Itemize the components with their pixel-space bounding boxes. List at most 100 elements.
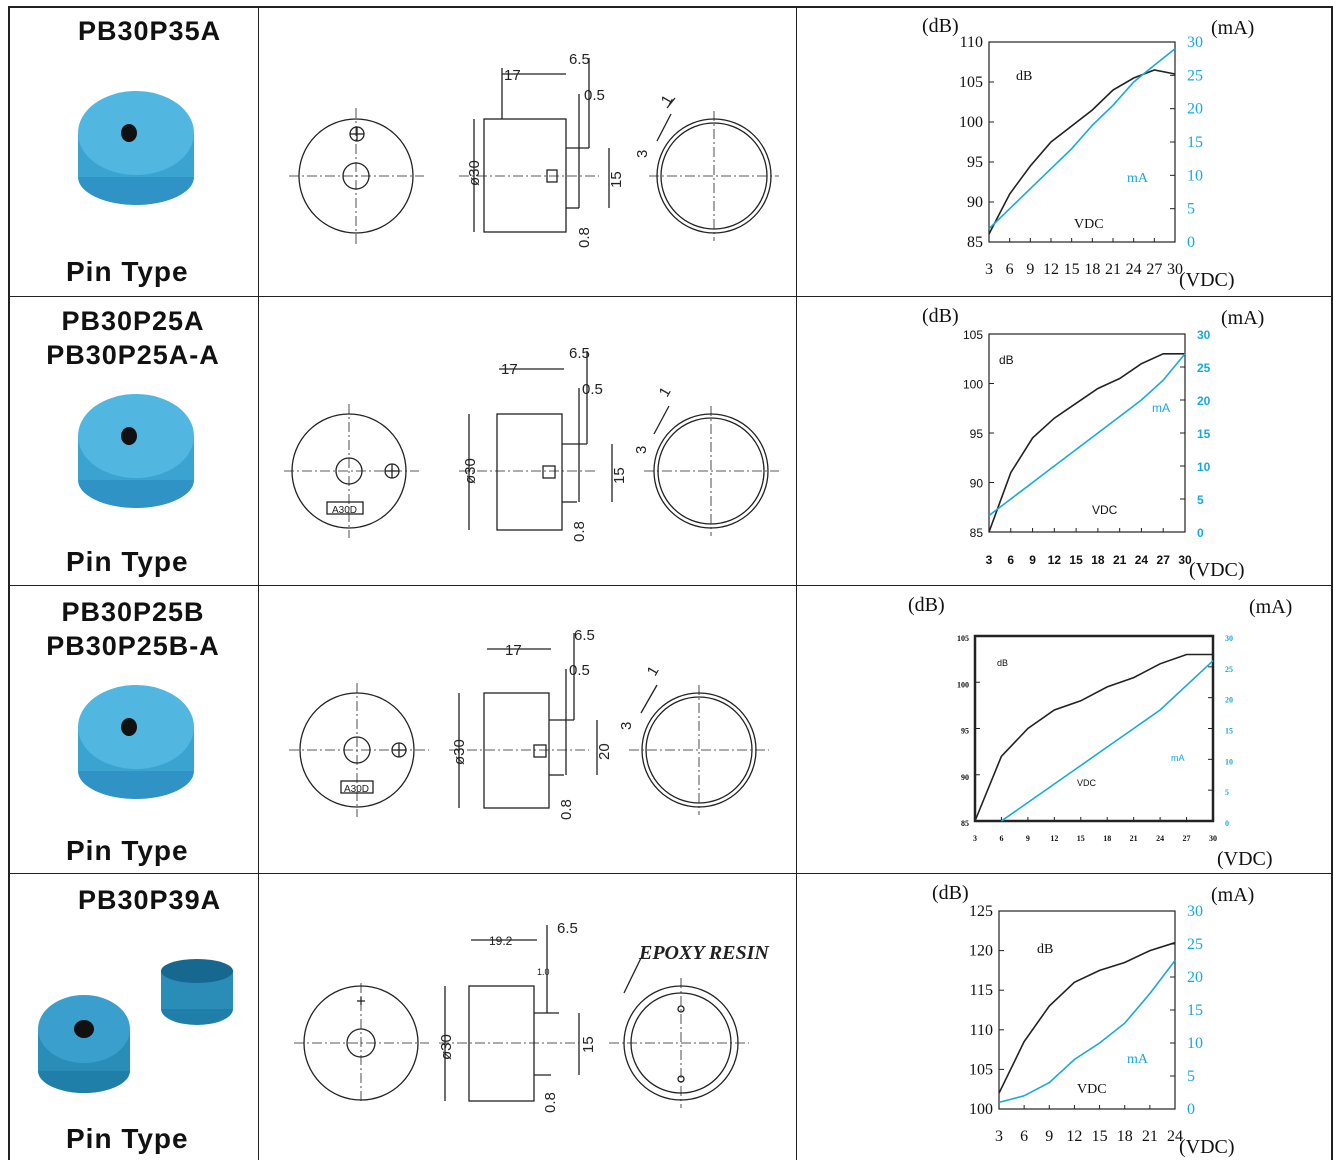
table-border-right xyxy=(1331,6,1333,1160)
series-line-db xyxy=(988,352,1185,533)
series-line-ma xyxy=(1000,660,1214,822)
dim-diameter: ø30 xyxy=(462,458,479,484)
y-right-unit: (mA) xyxy=(1249,596,1292,618)
y-left-tick-label: 95 xyxy=(967,154,983,171)
y-right-tick-label: 5 xyxy=(1197,493,1204,507)
y-right-unit: (mA) xyxy=(1221,307,1264,329)
dim-gap: 3 xyxy=(618,722,635,730)
x-unit: (VDC) xyxy=(1179,1136,1235,1158)
y-left-tick-label: 95 xyxy=(970,427,984,441)
x-tick-label: 15 xyxy=(1064,261,1080,278)
epoxy-resin-label: EPOXY RESIN xyxy=(638,942,770,964)
series-label-ma: mA xyxy=(1127,171,1149,186)
y-right-tick-label: 0 xyxy=(1225,819,1229,828)
y-left-tick-label: 105 xyxy=(959,74,983,91)
y-right-tick-label: 15 xyxy=(1225,727,1233,736)
table-border-top xyxy=(8,6,1333,8)
series-label-ma: mA xyxy=(1127,1052,1149,1067)
dim-diameter: ø30 xyxy=(438,1034,455,1060)
x-tick-label: 12 xyxy=(1050,834,1058,843)
series-label-ma: mA xyxy=(1171,753,1185,763)
dim-width: 17 xyxy=(505,642,522,659)
y-right-tick-label: 5 xyxy=(1225,788,1229,797)
dim-pin-length: 6.5 xyxy=(557,920,578,937)
dim-pin-spacing: 15 xyxy=(580,1036,597,1053)
x-tick-label: 6 xyxy=(1020,1128,1028,1145)
y-right-tick-label: 20 xyxy=(1197,394,1211,408)
dim-pin-spacing: 15 xyxy=(608,171,625,188)
y-left-unit: (dB) xyxy=(922,15,959,37)
y-right-tick-label: 0 xyxy=(1197,526,1204,540)
dim-pin-length: 6.5 xyxy=(574,627,595,644)
model-name: PB30P39A xyxy=(78,885,222,915)
series-label-db: dB xyxy=(999,353,1014,367)
buzzer-photo xyxy=(78,685,194,799)
model-name: PB30P35A xyxy=(78,16,222,46)
model-names: PB30P25A PB30P25A-A xyxy=(8,304,258,372)
x-tick-label: 30 xyxy=(1209,834,1217,843)
y-right-tick-label: 25 xyxy=(1225,665,1233,674)
x-tick-label: 21 xyxy=(1105,261,1121,278)
x-tick-label: 18 xyxy=(1103,834,1111,843)
model-name: PB30P25B-A xyxy=(46,631,220,661)
y-left-tick-label: 110 xyxy=(960,34,983,51)
y-right-tick-label: 25 xyxy=(1197,361,1211,375)
series-label-ma: mA xyxy=(1152,401,1170,415)
x-tick-label: 18 xyxy=(1091,553,1105,567)
dim-width: 19.2 xyxy=(489,934,513,948)
x-unit: (VDC) xyxy=(1189,559,1245,581)
y-left-tick-label: 85 xyxy=(970,526,984,540)
y-left-tick-label: 105 xyxy=(963,328,983,342)
dim-pin-length: 6.5 xyxy=(569,51,590,68)
x-tick-label: 9 xyxy=(1026,261,1034,278)
chart-cell: (dB) (mA) (VDC) 100 105 110 115 120 125 0 5 10 15 20 2… xyxy=(897,873,1333,1160)
dim-pin-offset: 0.5 xyxy=(569,662,590,679)
y-right-tick-label: 15 xyxy=(1197,427,1211,441)
x-tick-label: 24 xyxy=(1135,553,1149,567)
dim-wall: 1 xyxy=(656,384,675,400)
y-right-tick-label: 10 xyxy=(1187,1035,1203,1052)
y-right-tick-label: 5 xyxy=(1187,1068,1195,1085)
y-right-tick-label: 10 xyxy=(1197,460,1211,474)
dim-pin-length: 6.5 xyxy=(569,345,590,362)
column-divider xyxy=(796,6,797,1160)
part-marking: A30D xyxy=(332,505,357,516)
y-right-tick-label: 10 xyxy=(1187,167,1203,184)
row-divider xyxy=(8,585,1333,586)
model-names: PB30P25B PB30P25B-A xyxy=(8,595,258,663)
dimension-drawing-cell: A30D 17 6.5 0.5 ø30 20 3 1 0.8 xyxy=(259,585,796,875)
dim-width: 17 xyxy=(504,67,521,84)
row-divider xyxy=(8,873,1333,874)
y-right-tick-label: 0 xyxy=(1187,1101,1195,1118)
x-tick-label: 6 xyxy=(1007,553,1014,567)
x-tick-label: 21 xyxy=(1113,553,1127,567)
model-name: PB30P25A-A xyxy=(46,340,220,370)
dim-diameter: ø30 xyxy=(451,739,468,765)
dim-gap: 3 xyxy=(633,446,650,454)
series-line-ma xyxy=(988,353,1186,517)
x-tick-label: 18 xyxy=(1084,261,1100,278)
dim-pin-offset: 1.0 xyxy=(537,967,550,977)
y-right-tick-label: 20 xyxy=(1225,696,1233,705)
model-cell: PB30P35A Pin Type xyxy=(8,6,258,296)
dim-pin-width: 0.8 xyxy=(571,521,588,542)
table-row: PB30P39A Pin Type xyxy=(0,873,1333,1160)
x-tick-label: 6 xyxy=(999,834,1003,843)
y-right-tick-label: 30 xyxy=(1197,328,1211,342)
y-right-tick-label: 25 xyxy=(1187,67,1203,84)
x-tick-label: 15 xyxy=(1077,834,1085,843)
x-tick-label: 12 xyxy=(1043,261,1059,278)
x-unit: (VDC) xyxy=(1179,269,1235,291)
dim-pin-spacing: 15 xyxy=(611,467,628,484)
spl-current-chart: (dB) (mA) (VDC) 85 90 95 100 105 110 0 5 10 15 20 25 30… xyxy=(922,15,1254,291)
x-tick-label: 3 xyxy=(986,553,993,567)
y-left-tick-label: 110 xyxy=(970,1022,993,1039)
x-tick-label: 24 xyxy=(1156,834,1164,843)
x-tick-label: 18 xyxy=(1117,1128,1133,1145)
series-line-db xyxy=(998,941,1176,1094)
pin-type-label: Pin Type xyxy=(66,256,189,287)
y-right-tick-label: 20 xyxy=(1187,101,1203,118)
